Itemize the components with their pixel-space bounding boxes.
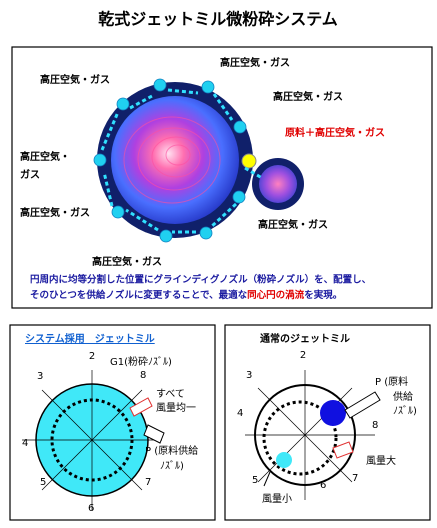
nozzle-number: 8 [140, 370, 146, 381]
label: 高圧空気・ガス [220, 56, 290, 69]
label: 風量均一 [156, 402, 196, 414]
caption-part: そのひとつを供給ノズルに変更することで、最適な [30, 289, 248, 301]
caption: そのひとつを供給ノズルに変更することで、最適な同心円の渦流を実現。 [30, 289, 342, 301]
nozzle-number: 2 [89, 351, 95, 362]
label: P (原料 [375, 375, 408, 388]
mill-illustration [93, 78, 304, 243]
nozzle-number: 3 [37, 371, 43, 382]
nozzle-number: 6 [320, 480, 326, 491]
nozzle-number: 5 [40, 477, 46, 488]
nozzle-number: 2 [300, 350, 306, 361]
label: 原料＋高圧空気・ガス [285, 126, 385, 139]
label: ﾉｽﾞﾙ) [160, 460, 184, 472]
right-mill [245, 370, 381, 500]
label: 風量大 [366, 454, 396, 467]
label: 高圧空気・ガス [40, 73, 110, 86]
top-panel [11, 46, 433, 309]
label: 供給 [393, 390, 413, 403]
label: 高圧空気・ガス [273, 90, 343, 103]
label: 風量小 [262, 493, 292, 505]
nozzle-number: 4 [237, 408, 243, 419]
label: 高圧空気・ガス [20, 206, 90, 219]
title: 乾式ジェットミル微粉砕システム [98, 10, 338, 29]
left-mill [22, 370, 165, 510]
right-panel [224, 324, 431, 521]
left-panel [9, 324, 216, 521]
nozzle-number: 4 [22, 438, 28, 449]
label: P (原料供給 [145, 444, 198, 457]
nozzle-number: 5 [252, 475, 258, 486]
nozzle-number: 3 [246, 370, 252, 381]
label: G1(粉砕ﾉｽﾞﾙ) [110, 355, 172, 368]
label: ガス [20, 168, 40, 181]
caption-highlight: 同心円の渦流 [247, 289, 305, 301]
caption-part: を実現。 [304, 289, 342, 301]
label: 高圧空気・ [20, 150, 70, 163]
panel-title: 通常のジェットミル [260, 332, 350, 345]
nozzle-number: 8 [372, 420, 378, 431]
nozzle-number: 7 [352, 473, 358, 484]
label: すべて [156, 388, 185, 400]
caption: 円周内に均等分割した位置にグラインディグノズル（粉砕ノズル）を、配置し、 [30, 274, 371, 286]
label: 高圧空気・ガス [258, 218, 328, 231]
label: ﾉｽﾞﾙ) [393, 405, 417, 417]
nozzle-number: 7 [145, 477, 151, 488]
panel-title: システム採用 ジェットミル [25, 332, 155, 345]
nozzle-number: 6 [88, 503, 94, 514]
label: 高圧空気・ガス [92, 255, 162, 268]
